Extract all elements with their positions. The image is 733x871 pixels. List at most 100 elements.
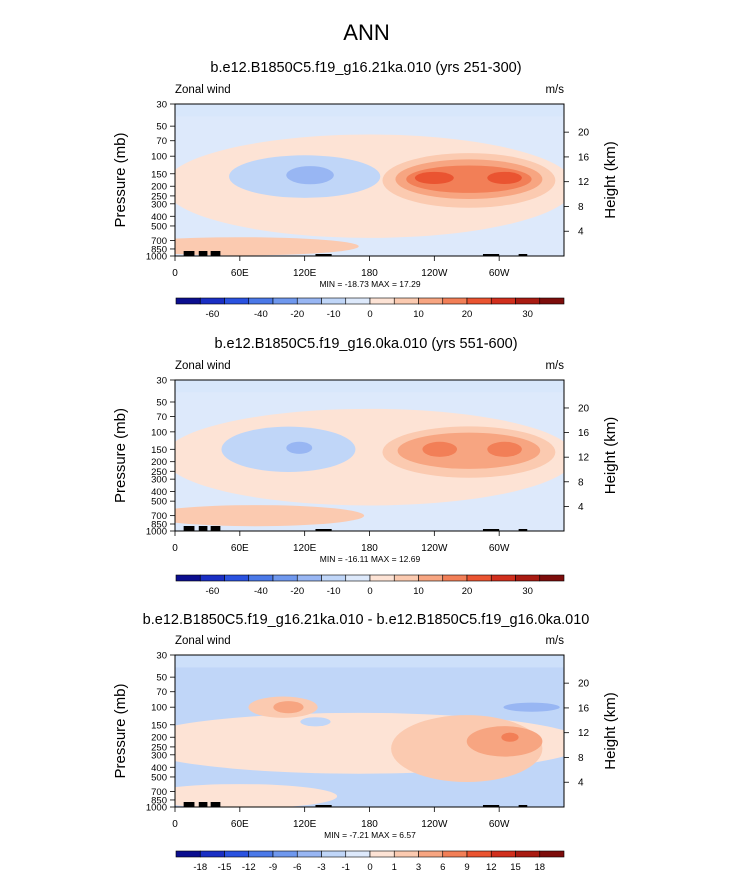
colorbar-swatch: [369, 297, 395, 305]
colorbar-swatch: [224, 850, 250, 858]
colorbar-label: 18: [534, 862, 545, 871]
colorbar-swatch: [199, 574, 225, 582]
colorbar-label: -6: [293, 862, 301, 871]
colorbar-label: 20: [462, 586, 473, 597]
contour-region: [273, 701, 304, 714]
topography: [482, 529, 500, 531]
y-axis-title: Pressure (mb): [112, 132, 129, 227]
colorbar-label: -40: [254, 309, 268, 320]
colorbar-label: -40: [254, 586, 268, 597]
topography: [518, 254, 528, 256]
y2-tick-label: 16: [578, 703, 590, 714]
colorbar-label: 6: [440, 862, 445, 871]
y-tick-label: 250: [151, 467, 167, 478]
colorbar-swatch: [539, 850, 565, 858]
y2-tick-label: 12: [578, 453, 590, 464]
colorbar-swatch: [224, 297, 250, 305]
colorbar-label: -3: [317, 862, 325, 871]
contour-region: [300, 717, 331, 727]
colorbar-swatch: [296, 297, 322, 305]
colorbar-swatch: [272, 297, 298, 305]
min-max-stats: MIN = -18.73 MAX = 17.29: [319, 279, 420, 289]
panel-3: b.e12.B1850C5.f19_g16.21ka.010 - b.e12.B…: [112, 612, 619, 871]
y2-tick-label: 12: [578, 728, 590, 739]
y-tick-label: 30: [156, 651, 167, 662]
y-tick-label: 250: [151, 191, 167, 202]
colorbar-swatch: [490, 297, 516, 305]
contour-field: [175, 104, 564, 256]
colorbar-swatch: [175, 850, 201, 858]
colorbar-label: 9: [464, 862, 469, 871]
y2-axis-title: Height (km): [602, 692, 619, 770]
x-tick-label: 120W: [421, 819, 448, 830]
topography: [518, 529, 528, 531]
contour-region: [466, 726, 543, 757]
colorbar-label: -20: [290, 586, 304, 597]
colorbar-label: 0: [367, 309, 372, 320]
colorbar-swatch: [539, 297, 565, 305]
colorbar-swatch: [248, 850, 274, 858]
colorbar-swatch: [345, 297, 371, 305]
x-tick-label: 0: [172, 543, 178, 554]
topography: [210, 251, 221, 256]
y-tick-label: 300: [151, 750, 167, 761]
x-tick-label: 120W: [421, 268, 448, 279]
colorbar-swatch: [296, 574, 322, 582]
colorbar-label: 3: [416, 862, 421, 871]
y-tick-label: 300: [151, 475, 167, 486]
x-tick-label: 60W: [489, 268, 510, 279]
colorbar: -60 -40 -20 -10 0 10 20 30: [175, 574, 565, 597]
contour-field: [175, 380, 564, 531]
colorbar-label: 10: [413, 309, 424, 320]
colorbar-label: 1: [392, 862, 397, 871]
contour-region: [286, 166, 334, 185]
colorbar-swatch: [345, 850, 371, 858]
panel-2: b.e12.B1850C5.f19_g16.0ka.010 (yrs 551-6…: [112, 336, 619, 597]
x-tick-label: 120W: [421, 543, 448, 554]
upper-level-band: [175, 104, 564, 117]
min-max-stats: MIN = -7.21 MAX = 6.57: [324, 830, 416, 840]
topography: [315, 805, 332, 807]
y-tick-label: 400: [151, 212, 167, 223]
colorbar-swatch: [442, 297, 468, 305]
topography: [198, 251, 208, 256]
x-tick-label: 120E: [293, 268, 317, 279]
y-tick-label: 850: [151, 520, 167, 531]
colorbar-swatch: [418, 297, 444, 305]
contour-region: [503, 702, 560, 712]
colorbar-swatch: [515, 850, 541, 858]
contour-region: [487, 171, 522, 184]
x-tick-label: 180: [361, 543, 378, 554]
variable-label: Zonal wind: [175, 635, 231, 647]
colorbar-swatch: [321, 850, 347, 858]
contour-region: [422, 441, 458, 457]
colorbar-swatch: [248, 574, 274, 582]
colorbar-swatch: [224, 574, 250, 582]
y2-axis-title: Height (km): [602, 417, 619, 495]
colorbar-label: 0: [367, 586, 372, 597]
colorbar-swatch: [466, 297, 492, 305]
units-label: m/s: [545, 635, 564, 647]
contour-region: [501, 732, 519, 742]
colorbar-swatch: [369, 574, 395, 582]
colorbar-swatch: [296, 850, 322, 858]
contour-region: [175, 784, 338, 807]
y-axis-title: Pressure (mb): [112, 408, 129, 503]
units-label: m/s: [545, 84, 564, 96]
colorbar-swatch: [248, 297, 274, 305]
y-tick-label: 70: [156, 687, 167, 698]
contour-field: [175, 655, 564, 807]
topography: [315, 254, 332, 256]
colorbar-swatch: [345, 574, 371, 582]
y-tick-label: 400: [151, 487, 167, 498]
topography: [210, 526, 221, 531]
y-tick-label: 700: [151, 236, 167, 247]
y-tick-label: 70: [156, 136, 167, 147]
colorbar-label: -10: [327, 309, 341, 320]
colorbar-swatch: [393, 850, 419, 858]
colorbar-swatch: [175, 574, 201, 582]
colorbar-swatch: [272, 574, 298, 582]
colorbar-label: -10: [327, 586, 341, 597]
y2-axis-title: Height (km): [602, 141, 619, 219]
colorbar-label: -60: [206, 586, 220, 597]
